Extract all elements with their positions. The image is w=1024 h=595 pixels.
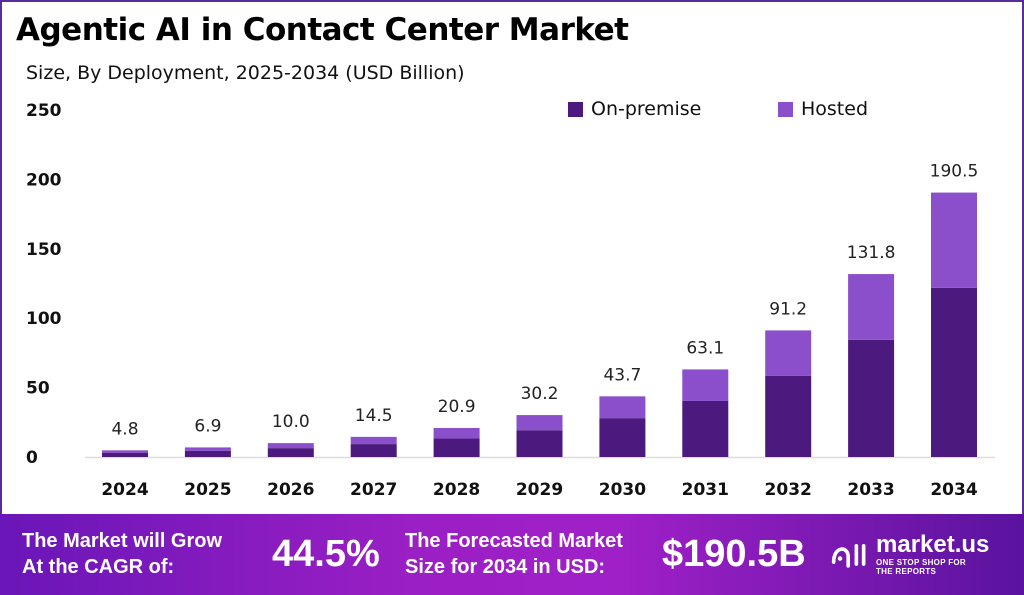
- data-label-total: 91.2: [769, 299, 807, 319]
- x-tick-label: 2032: [765, 480, 812, 500]
- forecast-label-line1: The Forecasted Market: [405, 530, 623, 552]
- logo-tagline: ONE STOP SHOP FOR THE REPORTS: [876, 558, 967, 576]
- forecast-label-line2: Size for 2034 in USD:: [405, 556, 606, 578]
- bar-on-premise-2030: [599, 418, 646, 457]
- data-label-total: 6.9: [194, 416, 221, 436]
- y-tick-label: 200: [26, 170, 62, 190]
- bar-on-premise-2028: [433, 438, 480, 457]
- y-tick-label: 100: [26, 309, 62, 329]
- legend-label: Hosted: [801, 98, 869, 120]
- y-tick-label: 0: [26, 448, 38, 468]
- forecast-value: $190.5B: [662, 533, 806, 575]
- forecast-label: The Forecasted Market Size for 2034 in U…: [405, 528, 623, 580]
- y-tick-label: 250: [26, 101, 62, 121]
- data-label-total: 190.5: [930, 162, 979, 182]
- legend-swatch-on-premise: [568, 101, 583, 117]
- x-tick-label: 2033: [847, 480, 894, 500]
- x-tick-label: 2030: [599, 480, 646, 500]
- bar-hosted-2026: [267, 443, 314, 449]
- x-tick-label: 2029: [516, 480, 563, 500]
- bar-hosted-2034: [931, 192, 977, 288]
- bar-hosted-2029: [516, 415, 563, 431]
- bar-chart: 0 50 100 150 200 250 4.8 2024 6.9 2025 10.0 2026 14.…: [26, 101, 995, 500]
- data-label-total: 20.9: [438, 397, 476, 417]
- bar-hosted-2024: [102, 450, 148, 453]
- chart-subtitle: Size, By Deployment, 2025-2034 (USD Bill…: [26, 62, 465, 84]
- bar-hosted-2025: [184, 447, 231, 451]
- logo-text: market.us: [876, 531, 990, 558]
- data-label-total: 63.1: [686, 338, 724, 358]
- x-tick-label: 2034: [930, 480, 977, 500]
- cagr-value: 44.5%: [272, 533, 380, 575]
- bar-on-premise-2033: [848, 339, 895, 457]
- cagr-label-line2: At the CAGR of:: [22, 556, 175, 578]
- bar-on-premise-2026: [267, 448, 314, 457]
- x-tick-label: 2024: [101, 480, 148, 500]
- data-label-total: 10.0: [272, 412, 310, 432]
- data-label-total: 14.5: [355, 406, 393, 426]
- y-tick-label: 150: [26, 240, 62, 260]
- data-label-total: 4.8: [111, 419, 138, 439]
- legend-hosted: Hosted: [778, 98, 868, 120]
- x-tick-label: 2027: [350, 480, 397, 500]
- bar-on-premise-2027: [350, 444, 397, 457]
- bar-hosted-2028: [433, 427, 480, 439]
- x-tick-label: 2028: [433, 480, 480, 500]
- bar-on-premise-2032: [765, 375, 812, 457]
- bar-hosted-2033: [848, 274, 895, 340]
- bar-hosted-2027: [350, 436, 397, 445]
- bar-on-premise-2029: [516, 430, 563, 457]
- bar-hosted-2032: [765, 330, 812, 376]
- chart-title: Agentic AI in Contact Center Market: [16, 12, 629, 48]
- legend-on-premise: On-premise: [568, 98, 701, 120]
- bar-hosted-2030: [599, 396, 646, 419]
- bar-on-premise-2025: [184, 450, 231, 457]
- bar-on-premise-2024: [102, 452, 148, 457]
- x-tick-label: 2031: [682, 480, 729, 500]
- summary-banner: The Market will Grow At the CAGR of: 44.…: [0, 514, 1024, 595]
- bar-on-premise-2034: [931, 287, 977, 457]
- y-tick-label: 50: [26, 379, 50, 399]
- cagr-label: The Market will Grow At the CAGR of:: [22, 528, 222, 580]
- logo-icon: [831, 543, 866, 568]
- data-label-total: 131.8: [847, 243, 896, 263]
- x-tick-label: 2025: [184, 480, 231, 500]
- x-tick-label: 2026: [267, 480, 314, 500]
- cagr-label-line1: The Market will Grow: [22, 530, 223, 552]
- data-label-total: 30.2: [521, 384, 559, 404]
- data-label-total: 43.7: [603, 365, 641, 385]
- legend-label: On-premise: [591, 98, 702, 120]
- bar-on-premise-2031: [682, 400, 729, 457]
- chart-frame: [0, 0, 1024, 515]
- legend-swatch-hosted: [778, 101, 793, 117]
- market-us-logo: market.us ONE STOP SHOP FOR THE REPORTS: [830, 532, 989, 576]
- bar-hosted-2031: [682, 369, 729, 401]
